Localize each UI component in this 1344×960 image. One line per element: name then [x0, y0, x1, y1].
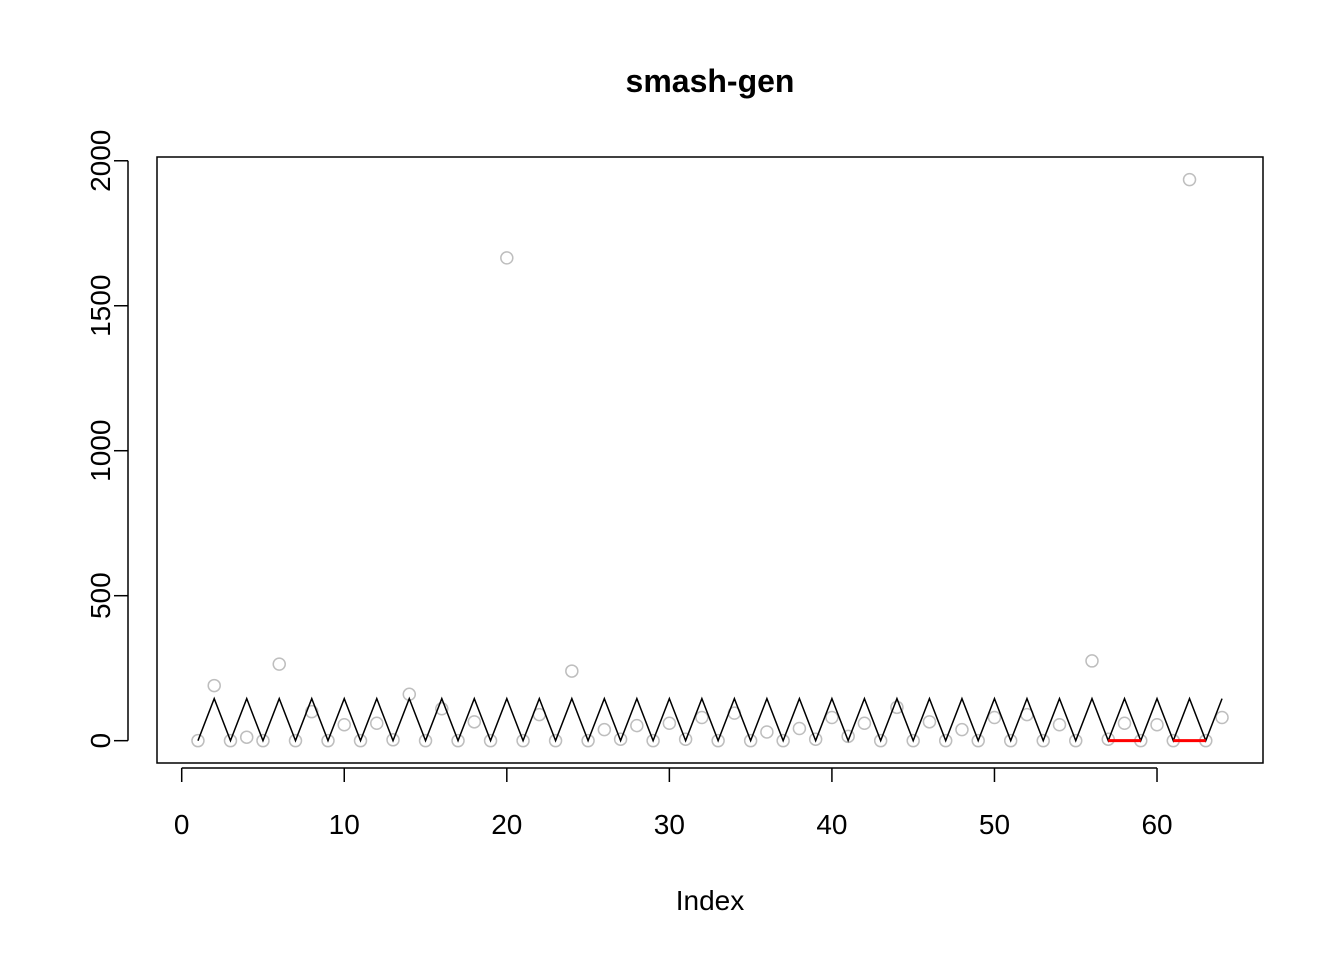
data-point — [678, 732, 693, 746]
data-point — [256, 733, 270, 748]
data-point — [1052, 717, 1067, 732]
x-tick-label: 30 — [654, 809, 685, 840]
data-point — [467, 715, 482, 729]
data-point — [321, 733, 335, 748]
data-point — [353, 733, 368, 748]
data-point — [646, 733, 660, 748]
data-point — [451, 733, 465, 748]
data-point — [760, 725, 774, 739]
data-point — [987, 710, 1002, 725]
data-point — [922, 715, 937, 729]
data-point — [548, 733, 563, 748]
data-point — [938, 733, 953, 748]
x-tick-label: 40 — [816, 809, 847, 840]
data-point — [630, 718, 644, 733]
data-point — [613, 732, 628, 746]
data-point — [304, 704, 319, 719]
data-point — [1117, 716, 1132, 731]
x-tick-label: 50 — [979, 809, 1010, 840]
data-point — [825, 710, 839, 725]
data-point — [1182, 172, 1197, 187]
data-point — [662, 716, 677, 731]
data-point — [743, 733, 758, 748]
data-point — [776, 733, 790, 748]
data-point — [711, 733, 725, 748]
y-tick-label: 2000 — [85, 130, 116, 192]
x-tick-label: 10 — [329, 809, 360, 840]
x-tick-label: 60 — [1141, 809, 1172, 840]
data-line — [197, 696, 1223, 743]
x-tick-label: 20 — [491, 809, 522, 840]
y-tick-label: 1500 — [85, 275, 116, 337]
data-point — [873, 733, 888, 748]
data-point — [288, 733, 303, 748]
data-point — [695, 710, 709, 725]
data-point — [1215, 710, 1229, 725]
data-point — [191, 733, 205, 748]
y-tick-label: 0 — [85, 733, 116, 749]
data-point — [386, 733, 400, 747]
chart-title: smash-gen — [626, 63, 795, 99]
data-point — [1150, 717, 1164, 732]
data-point — [418, 733, 433, 748]
data-point — [565, 664, 579, 678]
data-point — [239, 730, 254, 744]
x-tick-label: 0 — [174, 809, 190, 840]
x-axis-label: Index — [676, 885, 745, 916]
data-point — [971, 733, 985, 748]
data-point — [955, 722, 969, 737]
data-point — [207, 678, 221, 693]
data-point — [1003, 733, 1018, 748]
data-point — [370, 716, 384, 731]
data-point — [223, 733, 238, 748]
data-point — [500, 251, 514, 265]
data-point — [906, 733, 920, 748]
y-tick-label: 500 — [85, 572, 116, 619]
data-point — [1068, 733, 1083, 748]
data-point — [1085, 654, 1099, 668]
data-point — [337, 717, 352, 732]
y-tick-label: 1000 — [85, 420, 116, 482]
plot-frame — [156, 156, 1264, 764]
data-point — [890, 700, 904, 715]
data-point — [516, 733, 530, 748]
data-point — [597, 722, 612, 737]
data-point — [1036, 733, 1050, 748]
data-point — [272, 657, 286, 671]
data-point — [857, 716, 872, 731]
data-point — [792, 721, 807, 736]
data-point — [581, 733, 595, 748]
data-point — [808, 732, 823, 746]
data-point — [483, 733, 498, 748]
data-point — [435, 702, 449, 716]
